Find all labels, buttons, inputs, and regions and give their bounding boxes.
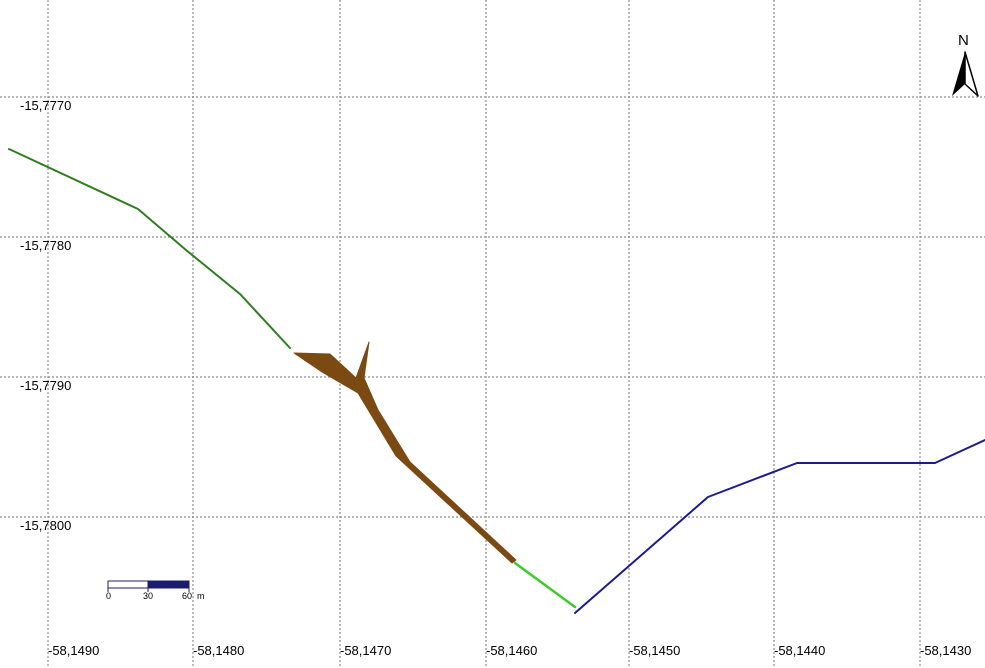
longitude-labels: -58,1490 -58,1480 -58,1470 -58,1460 -58,… [48,643,971,658]
latitude-label: -15,7770 [20,98,71,113]
north-arrow-icon-outline [964,51,979,97]
longitude-label: -58,1450 [629,643,680,658]
longitude-label: -58,1480 [193,643,244,658]
latitude-label: -15,7790 [20,378,71,393]
blue-route-segment [574,439,985,614]
scale-bar-label-0: 0 [106,591,111,601]
scale-bar-segment-dark [147,580,190,589]
longitude-label: -58,1470 [340,643,391,658]
dark-green-route-segment [8,148,291,349]
longitude-label: -58,1440 [774,643,825,658]
north-arrow-icon [952,52,965,96]
scale-bar-unit: m [197,591,205,601]
scale-bar-label-60: 60 [182,591,192,601]
scale-bar-label-30: 30 [143,591,153,601]
light-green-route-segment [513,561,577,609]
latitude-label: -15,7780 [20,238,71,253]
north-arrow: N [952,32,979,97]
longitude-label: -58,1460 [486,643,537,658]
scale-bar-segment-light [107,580,149,589]
scale-bar: 0 30 60 m [106,580,205,601]
latitude-labels: -15,7770 -15,7780 -15,7790 -15,7800 [20,98,71,533]
brown-area-feature [293,341,517,564]
latitude-label: -15,7800 [20,518,71,533]
longitude-label: -58,1430 [920,643,971,658]
north-label: N [958,32,969,49]
longitude-label: -58,1490 [48,643,99,658]
route-features [8,148,985,614]
